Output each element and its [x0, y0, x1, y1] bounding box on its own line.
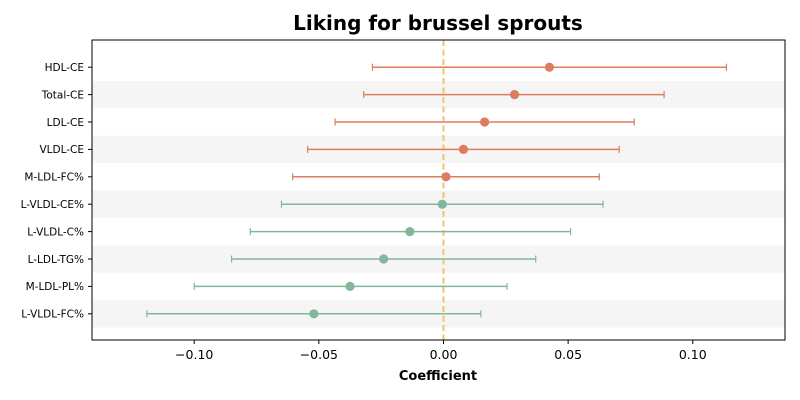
estimate-group — [307, 144, 620, 154]
estimate-point — [437, 199, 447, 209]
plot-frame — [91, 39, 786, 341]
estimate-group — [146, 309, 482, 319]
estimate-point — [309, 309, 319, 319]
y-tick-label: L-VLDL-C% — [27, 226, 84, 238]
x-tick-label: 0.05 — [554, 347, 582, 362]
y-tick-label: HDL-CE — [45, 62, 84, 74]
estimate-group — [363, 90, 665, 100]
y-tick-label: M-LDL-PL% — [26, 281, 84, 293]
x-tick-label: 0.10 — [679, 347, 707, 362]
x-tick-label: −0.10 — [175, 347, 213, 362]
y-tick-label: LDL-CE — [47, 117, 84, 129]
estimate-group — [334, 117, 635, 127]
y-tick-label: Total-CE — [41, 89, 84, 101]
y-tick-label: L-LDL-TG% — [28, 254, 84, 266]
estimate-group — [371, 62, 728, 72]
x-tick-label: 0.00 — [430, 347, 458, 362]
estimate-group — [249, 227, 572, 237]
data-marks — [146, 62, 728, 319]
y-tick-label: L-VLDL-CE% — [21, 199, 84, 211]
estimate-point — [345, 281, 355, 291]
x-axis-ticks: −0.10 −0.05 0.00 0.05 0.10 — [175, 340, 707, 362]
x-tick-label: −0.05 — [300, 347, 338, 362]
y-tick-label: L-VLDL-FC% — [21, 309, 84, 321]
estimate-point — [441, 172, 451, 182]
estimate-group — [292, 172, 600, 182]
y-tick-label: M-LDL-FC% — [24, 172, 84, 184]
estimate-point — [480, 117, 490, 127]
estimate-point — [509, 90, 520, 100]
estimate-group — [230, 254, 537, 264]
chart-title: Liking for brussel sprouts — [293, 11, 583, 35]
estimate-point — [544, 62, 555, 72]
estimate-group — [193, 281, 508, 291]
estimate-group — [280, 199, 604, 209]
estimate-point — [458, 144, 469, 154]
y-tick-label: VLDL-CE — [39, 144, 84, 156]
estimate-point — [405, 227, 415, 237]
y-axis-ticks: HDL-CE Total-CE LDL-CE VLDL-CE M-LDL-FC% L-VL… — [21, 62, 92, 321]
estimate-point — [379, 254, 389, 264]
x-axis-label: Coefficient — [399, 369, 477, 384]
